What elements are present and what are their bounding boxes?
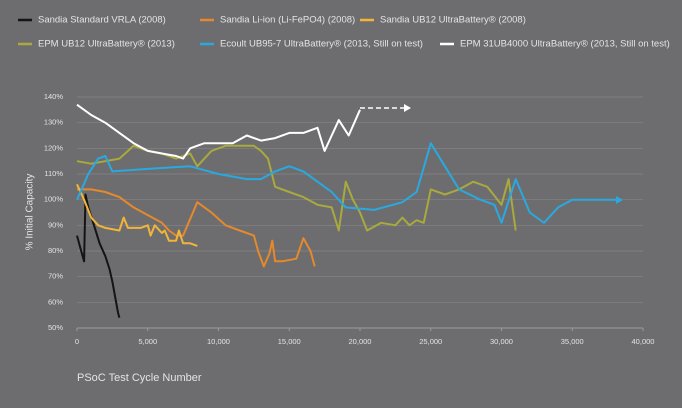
legend-label: Sandia Standard VRLA (2008): [38, 15, 166, 26]
y-tick-label: 110%: [44, 169, 63, 178]
y-axis-label: % Initial Capacity: [25, 174, 36, 251]
x-axis-label: PSoC Test Cycle Number: [77, 372, 202, 384]
series-line: [76, 144, 517, 232]
x-tick-label: 10,000: [207, 337, 230, 346]
y-tick-label: 50%: [48, 323, 63, 332]
x-tick-label: 40,000: [632, 337, 655, 346]
y-tick-label: 80%: [48, 246, 63, 255]
y-tick-label: 130%: [44, 118, 64, 127]
legend-label: Sandia UB12 UltraBattery® (2008): [380, 15, 526, 26]
series-line: [77, 188, 316, 268]
series-line: [76, 103, 361, 160]
series-line: [76, 193, 121, 318]
y-tick-label: 60%: [48, 297, 63, 306]
arrow-head: [404, 104, 411, 112]
y-tick-label: 90%: [48, 220, 63, 229]
legend-label: EPM UB12 UltraBattery® (2013): [38, 39, 175, 50]
series-line: [76, 183, 198, 247]
x-tick-label: 25,000: [419, 337, 442, 346]
x-tick-label: 15,000: [278, 337, 301, 346]
y-tick-label: 140%: [44, 92, 64, 101]
x-tick-label: 35,000: [561, 337, 584, 346]
y-tick-label: 70%: [48, 272, 63, 281]
series-line: [76, 142, 622, 224]
legend-label: Ecoult UB95-7 UltraBattery® (2013, Still…: [220, 39, 423, 50]
x-tick-label: 0: [75, 337, 79, 346]
legend-label: EPM 31UB4000 UltraBattery® (2013, Still …: [460, 39, 670, 50]
legend-label: Sandia Li-ion (Li-FePO4) (2008): [220, 15, 355, 26]
y-tick-label: 100%: [44, 195, 64, 204]
x-tick-label: 5,000: [138, 337, 157, 346]
x-tick-label: 30,000: [490, 337, 513, 346]
y-tick-label: 120%: [44, 143, 64, 152]
x-tick-label: 20,000: [349, 337, 372, 346]
